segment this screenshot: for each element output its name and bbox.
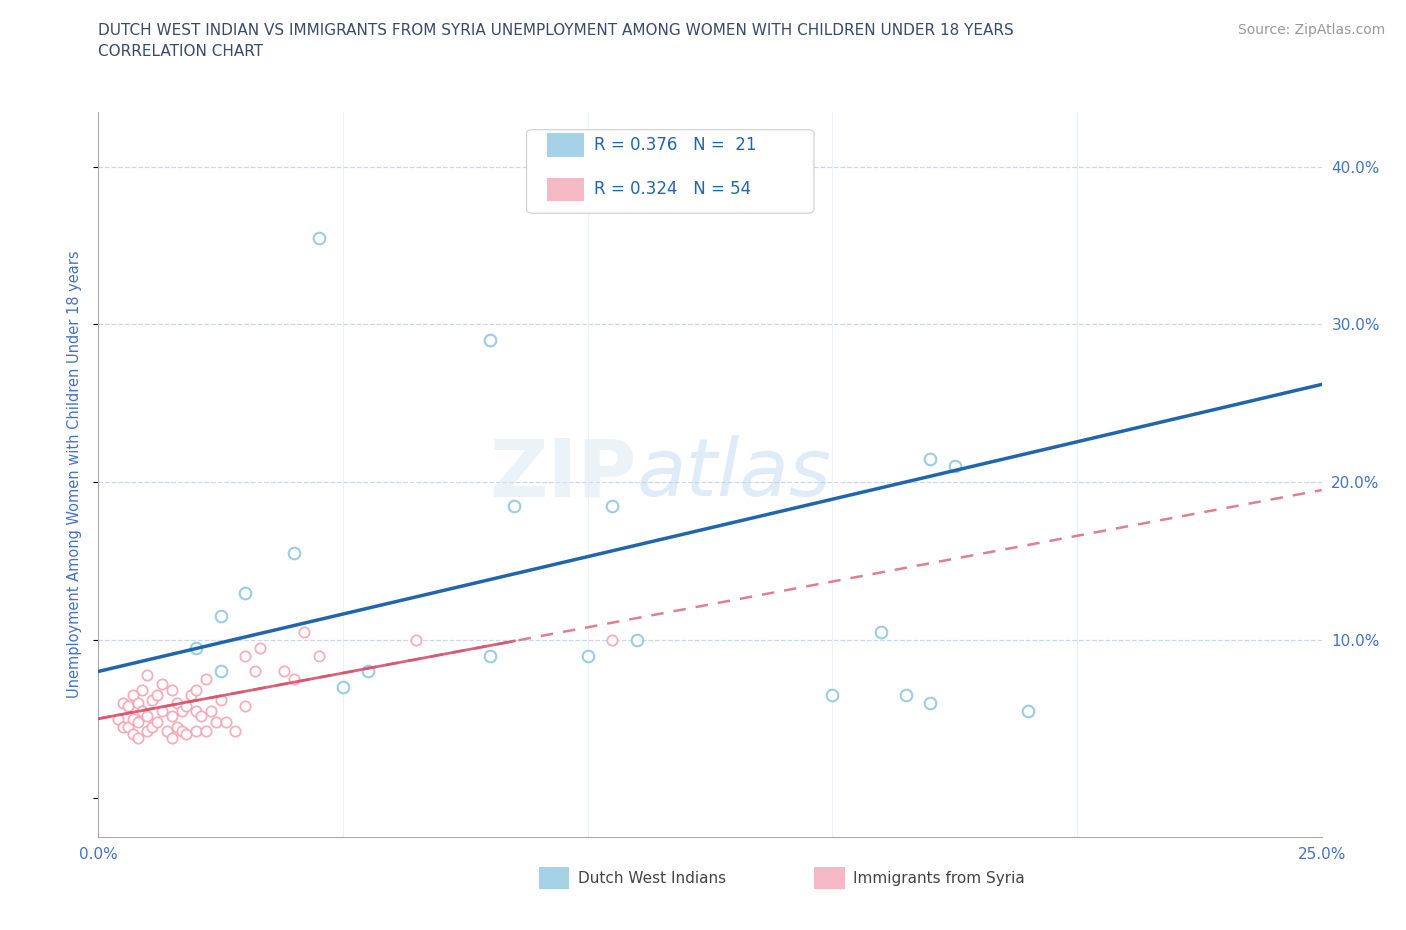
Point (117, 698, 139, 713)
Point (233, 698, 256, 713)
FancyBboxPatch shape (547, 178, 583, 201)
Text: CORRELATION CHART: CORRELATION CHART (98, 44, 263, 59)
Point (136, 667, 159, 682)
Point (233, 648, 256, 663)
Point (190, 708, 212, 723)
Point (273, 664, 295, 679)
Point (292, 625, 315, 640)
Point (146, 714, 169, 729)
Point (121, 687, 143, 702)
Point (150, 703, 173, 718)
Point (249, 641, 271, 656)
Point (200, 703, 222, 718)
Point (283, 546, 305, 561)
Point (150, 677, 173, 692)
Point (356, 664, 378, 679)
Point (920, 451, 942, 466)
FancyBboxPatch shape (547, 133, 583, 156)
Point (166, 719, 188, 734)
Point (283, 671, 305, 686)
Point (127, 696, 149, 711)
Point (186, 641, 208, 656)
Point (176, 727, 198, 742)
FancyBboxPatch shape (814, 868, 845, 889)
Point (503, 498, 526, 513)
Point (141, 692, 163, 707)
Point (121, 711, 143, 726)
Point (195, 671, 218, 686)
Point (576, 648, 599, 663)
FancyBboxPatch shape (526, 130, 814, 213)
Point (141, 719, 163, 734)
Text: atlas: atlas (637, 435, 831, 513)
Point (478, 648, 501, 663)
Point (186, 683, 208, 698)
Point (176, 698, 198, 713)
Point (107, 711, 129, 726)
Point (131, 683, 153, 698)
Point (180, 687, 202, 702)
Point (166, 696, 188, 711)
Point (332, 680, 354, 695)
Point (214, 714, 236, 729)
Point (205, 714, 228, 729)
Point (121, 727, 143, 742)
Point (209, 664, 232, 679)
Point (136, 708, 159, 723)
Text: Source: ZipAtlas.com: Source: ZipAtlas.com (1237, 23, 1385, 37)
Point (233, 585, 256, 600)
Point (127, 730, 149, 745)
Y-axis label: Unemployment Among Women with Children Under 18 years: Unemployment Among Women with Children U… (67, 250, 83, 698)
Point (224, 724, 246, 738)
Text: R = 0.376   N =  21: R = 0.376 N = 21 (593, 136, 756, 154)
Point (156, 724, 179, 738)
Point (136, 724, 159, 738)
Point (170, 703, 193, 718)
Point (146, 687, 169, 702)
Point (405, 632, 427, 647)
Point (600, 632, 623, 647)
Point (131, 703, 153, 718)
Text: DUTCH WEST INDIAN VS IMMIGRANTS FROM SYRIA UNEMPLOYMENT AMONG WOMEN WITH CHILDRE: DUTCH WEST INDIAN VS IMMIGRANTS FROM SYR… (98, 23, 1014, 38)
Point (920, 696, 942, 711)
Point (195, 724, 218, 738)
Point (243, 664, 266, 679)
Point (308, 648, 330, 663)
Text: ZIP: ZIP (489, 435, 637, 513)
Text: Immigrants from Syria: Immigrants from Syria (853, 870, 1025, 886)
Point (600, 498, 623, 513)
Point (870, 625, 893, 640)
Point (160, 683, 183, 698)
Point (111, 696, 134, 711)
Point (186, 724, 208, 738)
Point (209, 692, 232, 707)
Point (160, 730, 183, 745)
Text: Dutch West Indians: Dutch West Indians (578, 870, 725, 886)
Point (111, 719, 134, 734)
Point (186, 703, 208, 718)
Point (117, 719, 139, 734)
Point (170, 724, 193, 738)
Point (821, 687, 844, 702)
FancyBboxPatch shape (538, 868, 569, 889)
Point (478, 333, 501, 348)
Point (894, 687, 917, 702)
Point (1017, 703, 1039, 718)
Point (209, 609, 232, 624)
Point (943, 459, 966, 474)
Point (626, 632, 648, 647)
Point (160, 708, 183, 723)
Text: R = 0.324   N = 54: R = 0.324 N = 54 (593, 180, 751, 198)
Point (127, 714, 149, 729)
Point (308, 231, 330, 246)
